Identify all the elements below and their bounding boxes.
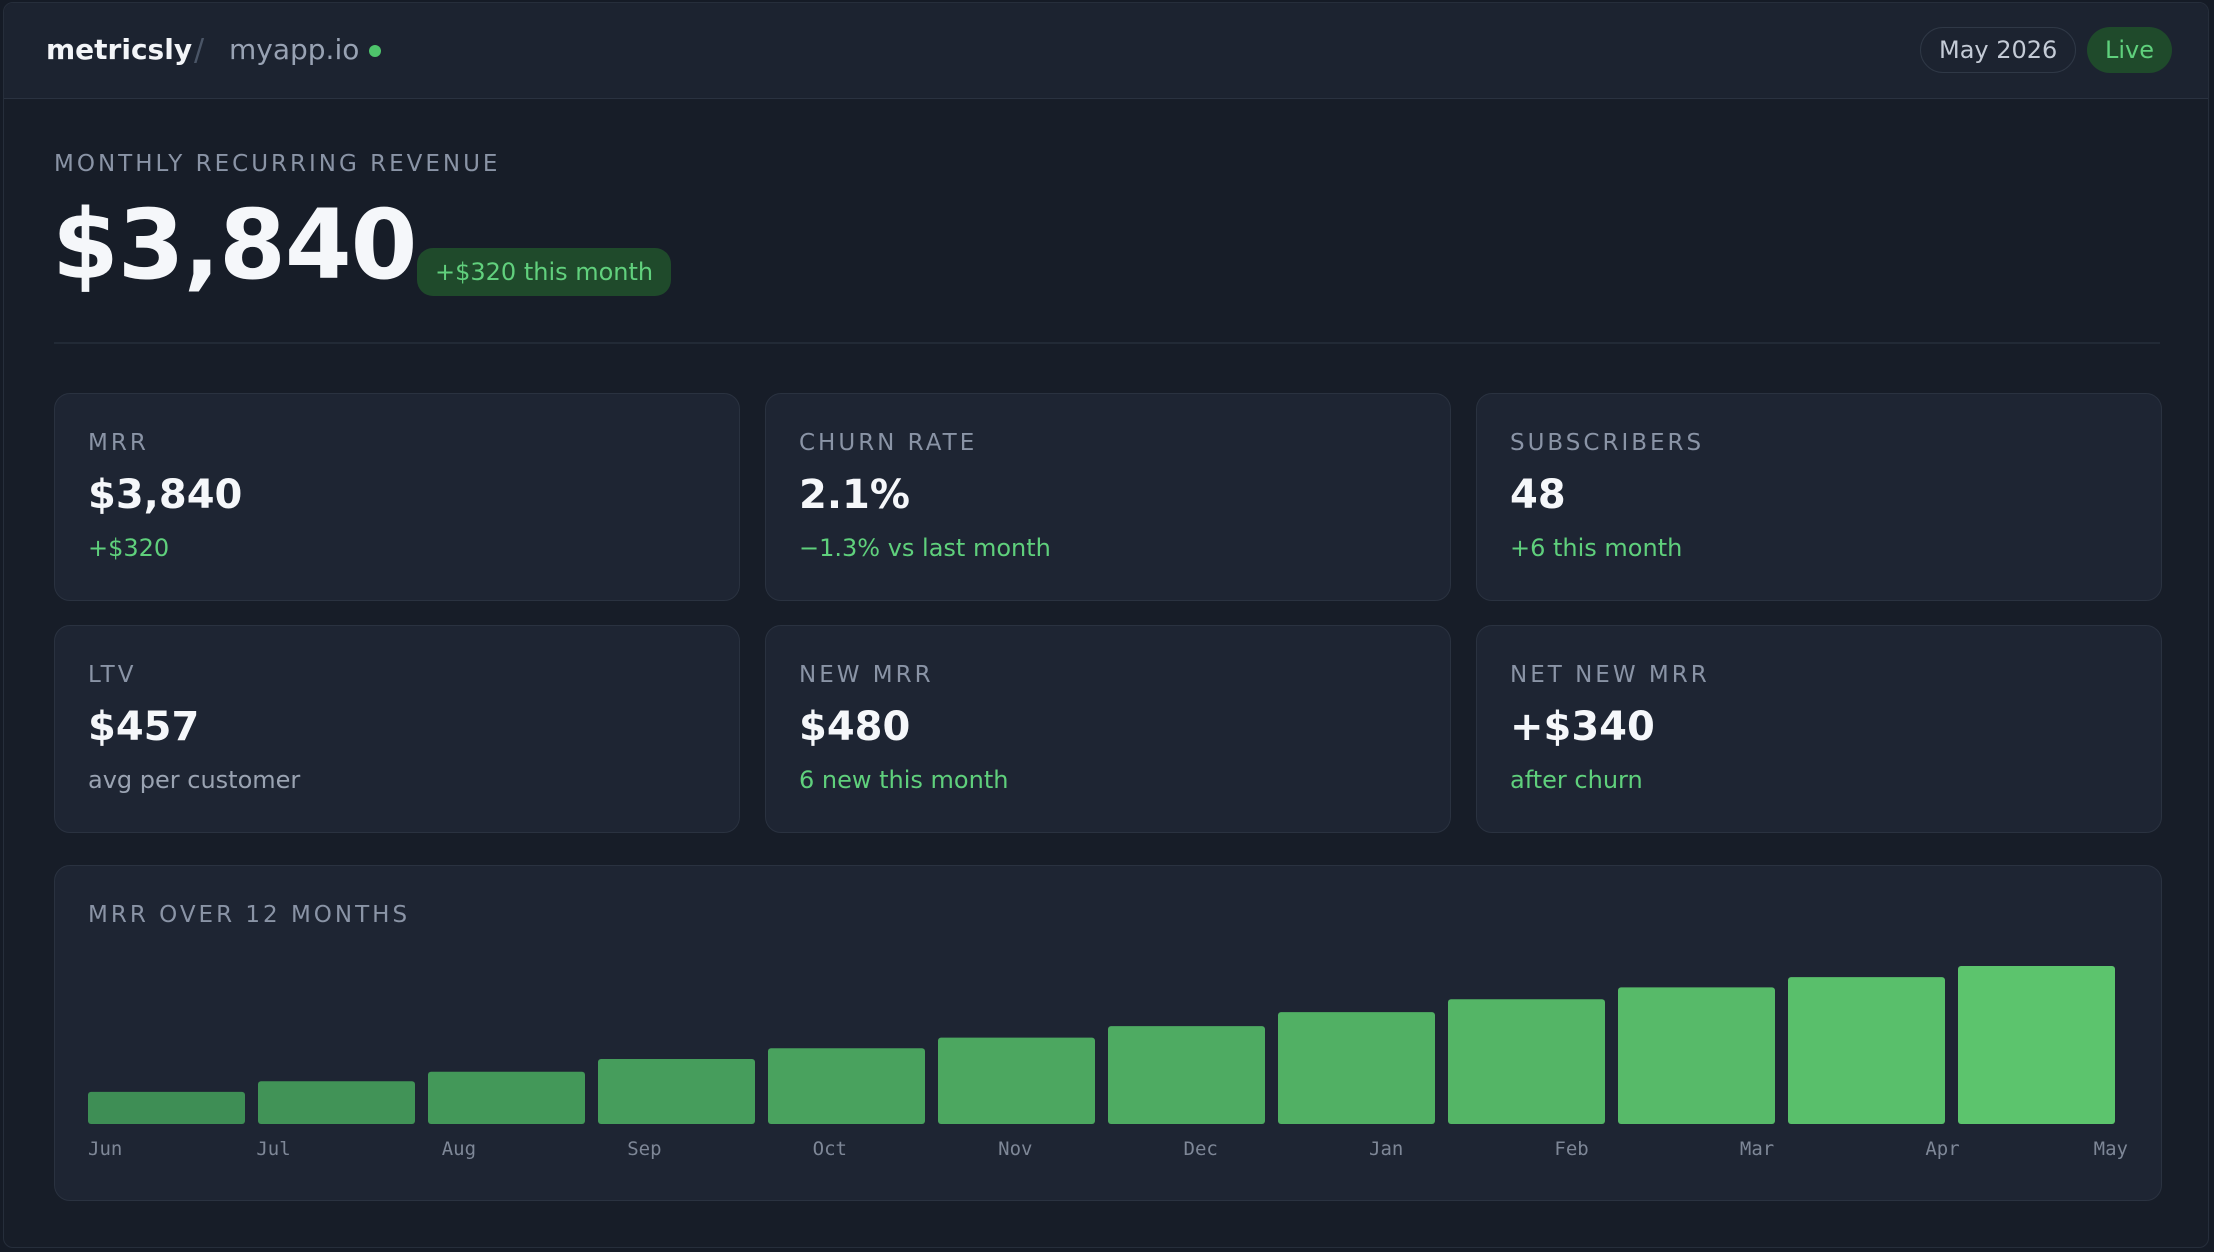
x-tick-label: May (2094, 1138, 2128, 1160)
x-tick-label: Nov (998, 1138, 1032, 1160)
bar-oct[interactable] (768, 1048, 925, 1124)
metric-value: $480 (799, 704, 911, 750)
metric-change: 6 new this month (799, 766, 1009, 794)
metric-label: CHURN RATE (799, 430, 978, 456)
x-tick-label: Sep (627, 1138, 661, 1160)
metric-card-subscribers: SUBSCRIBERS 48 +6 this month (1476, 393, 2162, 601)
metric-label: MRR (88, 430, 149, 456)
mrr-bar-chart: Jun Jul Aug Sep Oct Nov Dec Jan Feb Mar Apr May (88, 966, 2128, 1160)
bar-jan[interactable] (1278, 1012, 1435, 1124)
metric-value: +$340 (1510, 704, 1655, 750)
x-tick-label: Jul (256, 1138, 290, 1160)
x-tick-label: Jun (88, 1138, 122, 1160)
top-bar: metricsly / myapp.io May 2026 Live (4, 3, 2208, 99)
metric-card-ltv: LTV $457 avg per customer (54, 625, 740, 833)
metric-change: −1.3% vs last month (799, 534, 1051, 562)
bar-sep[interactable] (598, 1059, 755, 1124)
metric-card-mrr: MRR $3,840 +$320 (54, 393, 740, 601)
x-tick-label: Feb (1554, 1138, 1588, 1160)
metric-value: 48 (1510, 472, 1566, 518)
bar-may[interactable] (1958, 966, 2115, 1124)
period-selector[interactable]: May 2026 (1920, 27, 2077, 73)
x-tick-label: Apr (1925, 1138, 1959, 1160)
x-tick-label: Mar (1740, 1138, 1774, 1160)
live-status-badge: Live (2087, 27, 2173, 73)
bar-mar[interactable] (1618, 987, 1775, 1124)
hero-mrr-value: $3,840 (52, 189, 417, 301)
metric-change: +$320 (88, 534, 170, 562)
bar-aug[interactable] (428, 1071, 585, 1124)
x-tick-label: Jan (1369, 1138, 1403, 1160)
metric-change: after churn (1510, 766, 1643, 794)
metric-card-new-mrr: NEW MRR $480 6 new this month (765, 625, 1451, 833)
metric-value: $3,840 (88, 472, 243, 518)
metric-change: +6 this month (1510, 534, 1683, 562)
metric-value: $457 (88, 704, 200, 750)
x-tick-label: Oct (813, 1138, 847, 1160)
metric-card-net-new-mrr: NET NEW MRR +$340 after churn (1476, 625, 2162, 833)
metric-label: LTV (88, 662, 137, 688)
metric-label: NET NEW MRR (1510, 662, 1710, 688)
hero-delta-badge: +$320 this month (417, 248, 672, 296)
bar-feb[interactable] (1448, 999, 1605, 1124)
site-selector[interactable]: myapp.io (229, 33, 360, 66)
metric-change: avg per customer (88, 766, 301, 794)
x-tick-label: Aug (442, 1138, 476, 1160)
mrr-chart-card: MRR OVER 12 MONTHS Jun Jul Aug Sep Oct Nov Dec… (54, 865, 2162, 1201)
hero-label: MONTHLY RECURRING REVENUE (54, 151, 501, 177)
bar-apr[interactable] (1788, 977, 1945, 1124)
hero-divider (54, 342, 2160, 344)
bar-jul[interactable] (258, 1081, 415, 1124)
x-tick-label: Dec (1184, 1138, 1218, 1160)
chart-title: MRR OVER 12 MONTHS (88, 902, 411, 928)
bar-dec[interactable] (1108, 1026, 1265, 1124)
bar-nov[interactable] (938, 1037, 1095, 1124)
breadcrumb-separator: / (194, 33, 205, 68)
metric-label: NEW MRR (799, 662, 934, 688)
metric-value: 2.1% (799, 472, 910, 518)
dashboard-window: metricsly / myapp.io May 2026 Live MONTH… (3, 2, 2209, 1248)
status-dot-icon (369, 45, 381, 57)
bar-jun[interactable] (88, 1091, 245, 1124)
brand-logo[interactable]: metricsly (46, 33, 193, 66)
metric-label: SUBSCRIBERS (1510, 430, 1705, 456)
metric-card-churn-rate: CHURN RATE 2.1% −1.3% vs last month (765, 393, 1451, 601)
